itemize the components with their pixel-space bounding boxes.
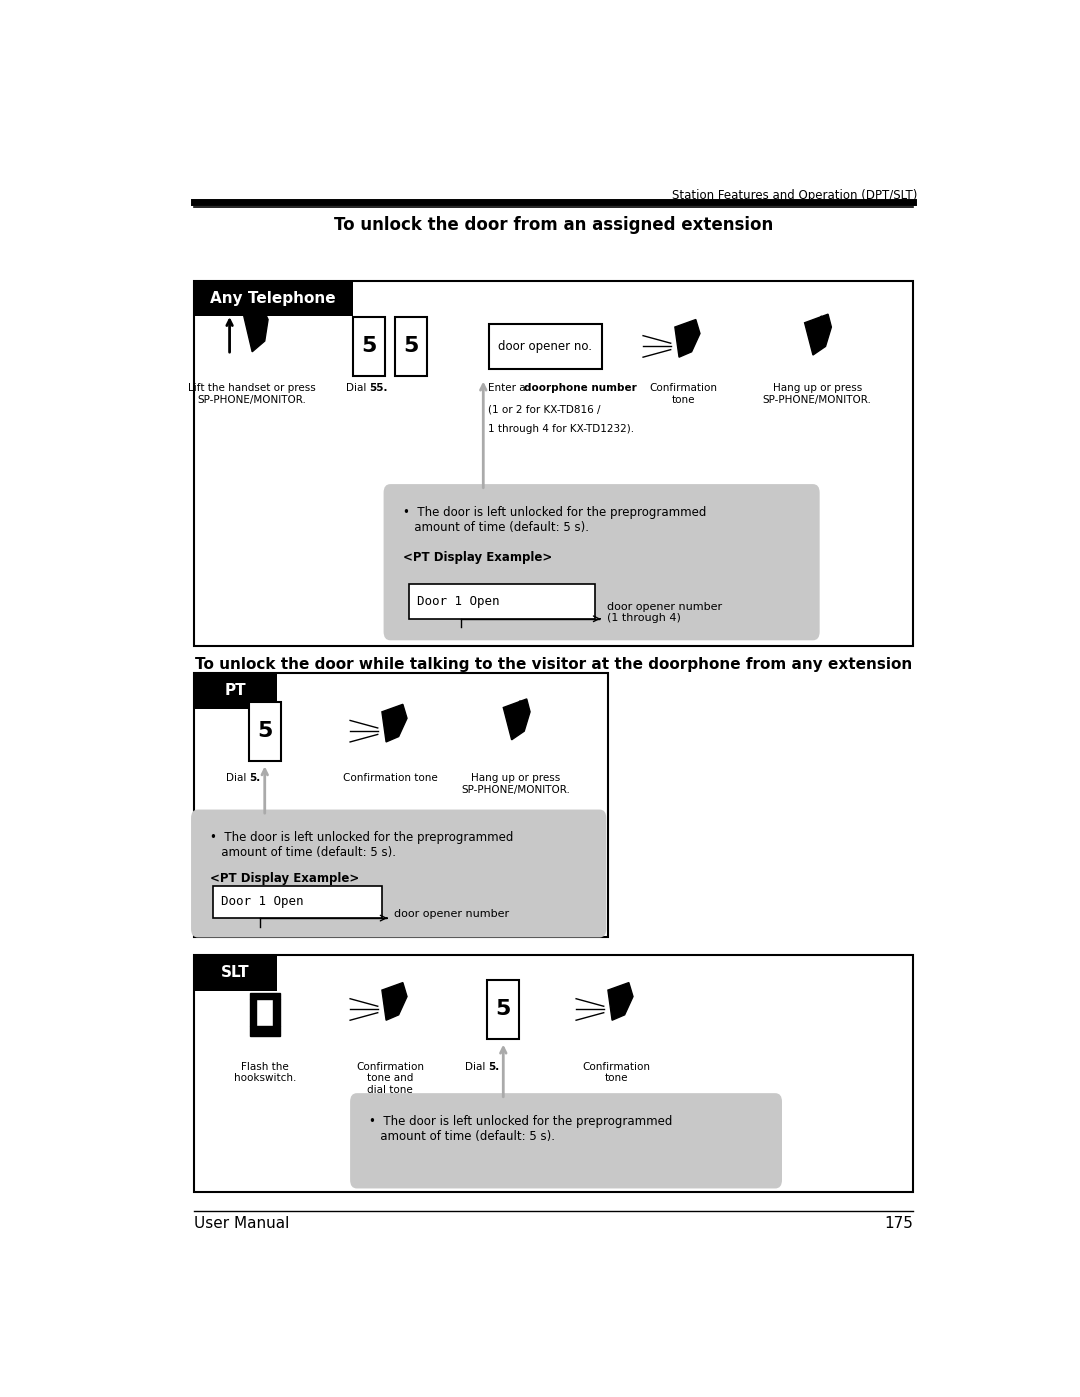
Text: •  The door is left unlocked for the preprogrammed
   amount of time (default: 5: • The door is left unlocked for the prep…	[211, 831, 514, 859]
Text: Door 1 Open: Door 1 Open	[221, 895, 303, 908]
Polygon shape	[805, 314, 832, 355]
Text: To unlock the door from an assigned extension: To unlock the door from an assigned exte…	[334, 217, 773, 235]
Text: 175: 175	[885, 1217, 914, 1231]
Text: •  The door is left unlocked for the preprogrammed
   amount of time (default: 5: • The door is left unlocked for the prep…	[403, 506, 706, 534]
Text: Door 1 Open: Door 1 Open	[417, 595, 500, 608]
Text: Confirmation
tone: Confirmation tone	[649, 383, 717, 405]
Text: Station Features and Operation (DPT/SLT): Station Features and Operation (DPT/SLT)	[672, 189, 918, 203]
Text: 5.: 5.	[249, 774, 261, 784]
Text: Confirmation
tone and
dial tone: Confirmation tone and dial tone	[356, 1062, 424, 1095]
FancyBboxPatch shape	[487, 979, 519, 1039]
FancyBboxPatch shape	[193, 673, 278, 708]
Text: Any Telephone: Any Telephone	[211, 291, 336, 306]
Text: (1 or 2 for KX-TD816 /: (1 or 2 for KX-TD816 /	[488, 405, 600, 415]
Text: 55.: 55.	[369, 383, 388, 393]
FancyBboxPatch shape	[395, 317, 427, 376]
Polygon shape	[249, 1025, 280, 1037]
FancyBboxPatch shape	[213, 886, 381, 918]
Text: Flash the
hookswitch.: Flash the hookswitch.	[233, 1062, 296, 1083]
Text: User Manual: User Manual	[193, 1217, 289, 1231]
Text: 5: 5	[362, 337, 377, 356]
Polygon shape	[503, 698, 530, 740]
Text: Dial: Dial	[226, 774, 249, 784]
Text: Lift the handset or press
SP-PHONE/MONITOR.: Lift the handset or press SP-PHONE/MONIT…	[188, 383, 316, 405]
FancyBboxPatch shape	[383, 485, 820, 640]
FancyBboxPatch shape	[193, 673, 608, 937]
Text: Confirmation tone: Confirmation tone	[343, 774, 437, 784]
Text: Hang up or press
SP-PHONE/MONITOR.: Hang up or press SP-PHONE/MONITOR.	[762, 383, 872, 405]
Text: Enter a: Enter a	[488, 383, 529, 393]
Text: Confirmation
tone: Confirmation tone	[582, 1062, 650, 1083]
FancyBboxPatch shape	[248, 701, 281, 761]
Text: door opener no.: door opener no.	[498, 339, 592, 353]
Text: To unlock the door while talking to the visitor at the doorphone from any extens: To unlock the door while talking to the …	[194, 657, 913, 672]
Polygon shape	[382, 704, 407, 742]
Text: SLT: SLT	[221, 965, 249, 981]
Text: Hang up or press
SP-PHONE/MONITOR.: Hang up or press SP-PHONE/MONITOR.	[461, 774, 570, 795]
Text: 5: 5	[257, 721, 272, 742]
Polygon shape	[382, 982, 407, 1020]
Text: Dial: Dial	[464, 1062, 488, 1071]
Text: door opener number
(1 through 4): door opener number (1 through 4)	[607, 602, 723, 623]
Text: <PT Display Example>: <PT Display Example>	[403, 550, 552, 564]
Text: •  The door is left unlocked for the preprogrammed
   amount of time (default: 5: • The door is left unlocked for the prep…	[369, 1115, 673, 1143]
Polygon shape	[244, 309, 268, 352]
Text: <PT Display Example>: <PT Display Example>	[211, 872, 360, 884]
Text: door opener number: door opener number	[394, 909, 510, 919]
FancyBboxPatch shape	[353, 317, 386, 376]
FancyBboxPatch shape	[193, 281, 352, 316]
Text: PT: PT	[225, 683, 246, 698]
Text: 5.: 5.	[488, 1062, 499, 1071]
FancyBboxPatch shape	[193, 281, 914, 647]
Polygon shape	[249, 999, 256, 1025]
Polygon shape	[675, 320, 700, 358]
FancyBboxPatch shape	[191, 809, 606, 937]
Polygon shape	[249, 993, 280, 999]
FancyBboxPatch shape	[408, 584, 595, 619]
Text: 5: 5	[496, 999, 511, 1020]
FancyBboxPatch shape	[193, 956, 914, 1192]
Text: 5: 5	[404, 337, 419, 356]
FancyBboxPatch shape	[350, 1094, 782, 1189]
Polygon shape	[608, 982, 633, 1020]
Text: doorphone number: doorphone number	[524, 383, 637, 393]
Polygon shape	[273, 999, 280, 1025]
FancyBboxPatch shape	[193, 956, 278, 990]
Text: 1 through 4 for KX-TD1232).: 1 through 4 for KX-TD1232).	[488, 423, 634, 434]
Text: Dial: Dial	[346, 383, 369, 393]
FancyBboxPatch shape	[488, 324, 602, 369]
